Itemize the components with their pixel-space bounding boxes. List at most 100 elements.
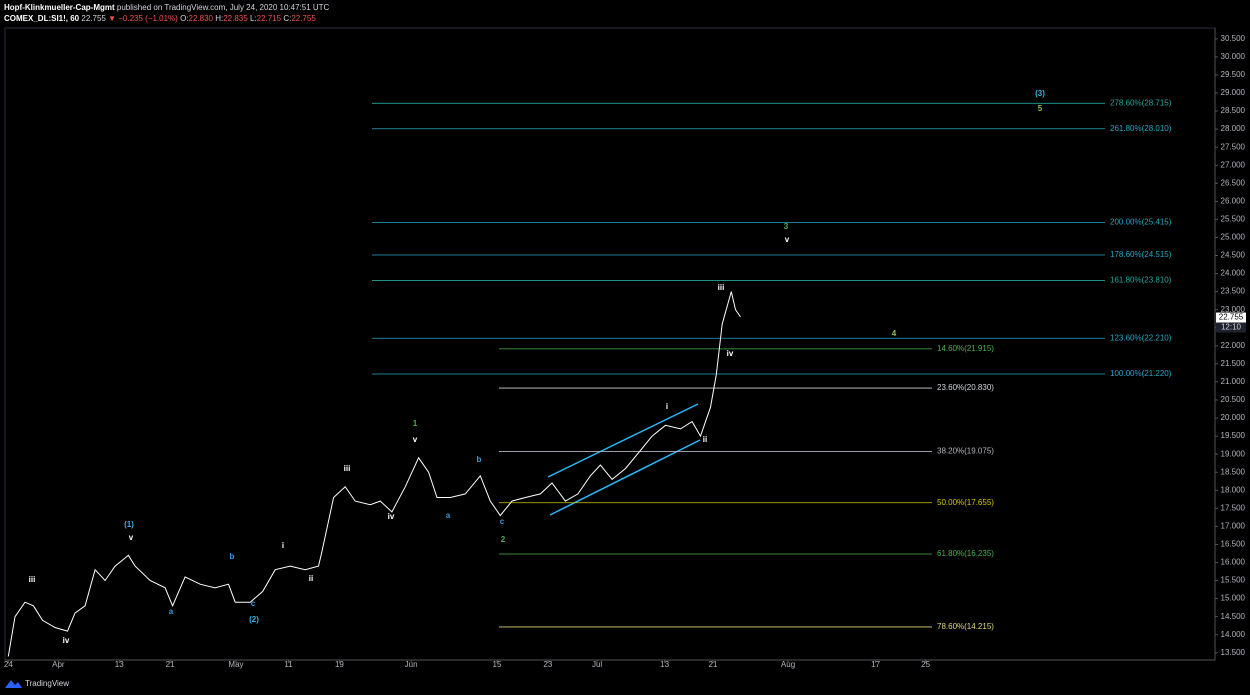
x-tick-label: Jun xyxy=(405,660,418,669)
y-tick-label: 15.000 xyxy=(1221,594,1246,603)
published: published on TradingView.com, July 24, 2… xyxy=(116,3,330,12)
y-tick-label: 29.500 xyxy=(1221,70,1246,79)
ohlc-label: O: xyxy=(180,14,189,23)
fib-label: 100.00%(21.220) xyxy=(1110,369,1172,378)
fib-label: 278.60%(28.715) xyxy=(1110,98,1172,107)
wave-label: i xyxy=(282,541,284,550)
y-tick-label: 28.000 xyxy=(1221,124,1246,133)
ohlc-value: 22.835 xyxy=(223,14,248,23)
ohlc: O:22.830 H:22.835 L:22.715 C:22.755 xyxy=(180,14,316,23)
wave-label: iv xyxy=(63,636,70,645)
y-tick-label: 16.000 xyxy=(1221,558,1246,567)
x-tick-label: 17 xyxy=(871,660,880,669)
wave-label: i xyxy=(666,402,668,411)
fib-label: 38.20%(19.075) xyxy=(937,447,994,456)
y-tick-label: 26.000 xyxy=(1221,196,1246,205)
y-tick-label: 20.500 xyxy=(1221,395,1246,404)
plot-frame xyxy=(4,27,1216,661)
y-tick-label: 30.500 xyxy=(1221,34,1246,43)
ohlc-label: L: xyxy=(249,14,257,23)
y-tick-label: 21.000 xyxy=(1221,377,1246,386)
wave-label: iii xyxy=(344,464,351,473)
brand: TradingView xyxy=(25,679,69,688)
author: Hopf-Klinkmueller-Cap-Mgmt xyxy=(4,3,115,12)
y-tick-label: 18.500 xyxy=(1221,467,1246,476)
y-tick-label: 27.500 xyxy=(1221,142,1246,151)
x-tick-label: Aug xyxy=(781,660,795,669)
wave-label: ii xyxy=(309,574,313,583)
arrow: ▼ xyxy=(108,14,116,23)
x-tick-label: 19 xyxy=(335,660,344,669)
wave-label: b xyxy=(477,455,482,464)
y-tick-label: 17.000 xyxy=(1221,521,1246,530)
fib-label: 50.00%(17.655) xyxy=(937,498,994,507)
y-tick-label: 22.000 xyxy=(1221,341,1246,350)
wave-label: 4 xyxy=(892,329,897,338)
y-tick-label: 18.000 xyxy=(1221,485,1246,494)
last: 22.755 xyxy=(81,14,106,23)
y-tick-label: 23.500 xyxy=(1221,287,1246,296)
fib-label: 61.80%(16.235) xyxy=(937,549,994,558)
fib-label: 178.60%(24.515) xyxy=(1110,250,1172,259)
wave-label: 1 xyxy=(413,419,418,428)
wave-label: (2) xyxy=(249,615,259,624)
logo-icon xyxy=(5,680,22,688)
y-tick-label: 27.000 xyxy=(1221,160,1246,169)
logo: TradingView xyxy=(5,679,69,688)
fib-label: 123.60%(22.210) xyxy=(1110,333,1172,342)
y-tick-label: 19.000 xyxy=(1221,449,1246,458)
y-tick-label: 15.500 xyxy=(1221,576,1246,585)
wave-label: 2 xyxy=(501,535,506,544)
wave-label: v xyxy=(785,235,790,244)
last-price-label: 22.755 xyxy=(1219,313,1244,322)
fib-label: 261.80%(28.010) xyxy=(1110,124,1172,133)
publish-line: Hopf-Klinkmueller-Cap-Mgmt published on … xyxy=(4,2,329,13)
wave-label: (3) xyxy=(1035,89,1045,98)
x-tick-label: 21 xyxy=(709,660,718,669)
x-tick-label: Apr xyxy=(52,660,65,669)
ohlc-value: 22.830 xyxy=(188,14,213,23)
wave-label: a xyxy=(446,511,451,520)
ohlc-value: 22.715 xyxy=(256,14,282,23)
wave-label: a xyxy=(169,607,174,616)
header: Hopf-Klinkmueller-Cap-Mgmt published on … xyxy=(4,2,329,24)
y-tick-label: 13.500 xyxy=(1221,648,1246,657)
wave-label: c xyxy=(251,599,256,608)
fib-label: 23.60%(20.830) xyxy=(937,383,994,392)
y-tick-label: 25.000 xyxy=(1221,233,1246,242)
y-tick-label: 20.000 xyxy=(1221,413,1246,422)
y-tick-label: 19.500 xyxy=(1221,431,1246,440)
y-tick-label: 16.500 xyxy=(1221,540,1246,549)
x-tick-label: 21 xyxy=(166,660,175,669)
wave-label: 5 xyxy=(1038,104,1043,113)
y-tick-label: 30.000 xyxy=(1221,52,1246,61)
countdown-label: 12:10 xyxy=(1221,323,1242,332)
wave-label: v xyxy=(413,435,418,444)
x-tick-label: 13 xyxy=(660,660,669,669)
wave-label: iv xyxy=(388,512,395,521)
ohlc-label: H: xyxy=(215,14,224,23)
x-tick-label: 23 xyxy=(543,660,552,669)
y-tick-label: 25.500 xyxy=(1221,215,1246,224)
x-tick-label: Jul xyxy=(592,660,602,669)
last-price-tag xyxy=(1216,312,1246,323)
fib-label: 200.00%(25.415) xyxy=(1110,218,1172,227)
y-tick-label: 17.500 xyxy=(1221,503,1246,512)
change: −0.235 (−1.01%) xyxy=(118,14,178,23)
y-tick-label: 14.000 xyxy=(1221,630,1246,639)
y-tick-label: 24.000 xyxy=(1221,269,1246,278)
y-tick-label: 23.000 xyxy=(1221,305,1246,314)
ohlc-label: C: xyxy=(283,14,292,23)
y-tick-label: 26.500 xyxy=(1221,178,1246,187)
x-tick-label: 15 xyxy=(493,660,502,669)
wave-label: c xyxy=(500,517,505,526)
x-tick-label: 13 xyxy=(115,660,124,669)
x-tick-label: 11 xyxy=(284,660,293,669)
price-line xyxy=(7,291,741,657)
wave-label: v xyxy=(129,533,134,542)
fib-label: 78.60%(14.215) xyxy=(937,622,994,631)
symbol-line: COMEX_DL:SI1!, 60 22.755 ▼ −0.235 (−1.01… xyxy=(4,13,329,24)
fib-label: 14.60%(21.915) xyxy=(937,344,994,353)
